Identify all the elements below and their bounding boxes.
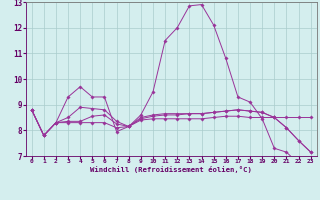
X-axis label: Windchill (Refroidissement éolien,°C): Windchill (Refroidissement éolien,°C) — [90, 166, 252, 173]
